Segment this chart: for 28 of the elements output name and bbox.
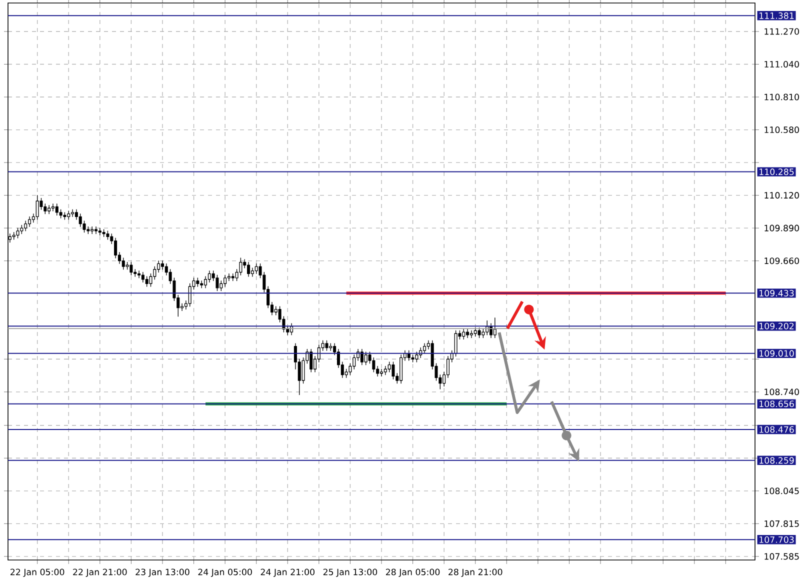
- y-tick-label: 108.045: [764, 488, 799, 494]
- y-tick-label: 107.585: [764, 553, 799, 560]
- ref-line-label: 108.476: [760, 426, 794, 433]
- y-tick-label: 107.815: [764, 520, 799, 527]
- x-tick-label: 28 Jan 05:00: [386, 568, 440, 577]
- x-tick-label: 25 Jan 13:00: [323, 568, 378, 577]
- y-tick-label: 109.890: [764, 224, 799, 232]
- y-tick-label: 111.040: [764, 60, 799, 68]
- x-tick-label: 22 Jan 05:00: [10, 568, 64, 577]
- x-tick-label: 24 Jan 05:00: [198, 568, 252, 577]
- y-tick-label: 111.270: [764, 28, 799, 35]
- ref-line-label: 110.285: [760, 168, 794, 176]
- y-tick-label: 110.580: [764, 126, 799, 134]
- ref-line-label: 111.381: [760, 12, 794, 19]
- ref-line-label: 109.433: [760, 290, 794, 296]
- x-tick-label: 28 Jan 21:00: [448, 568, 502, 577]
- ref-line-label: 108.656: [760, 400, 794, 408]
- x-tick-label: 22 Jan 21:00: [73, 568, 127, 577]
- y-tick-label: 109.660: [764, 258, 799, 264]
- y-tick-label: 110.810: [764, 94, 799, 100]
- ref-line-label: 109.010: [760, 350, 794, 357]
- ref-line-label: 107.703: [760, 536, 794, 543]
- y-tick-label: 110.120: [764, 192, 799, 199]
- x-tick-label: 23 Jan 13:00: [136, 568, 190, 577]
- x-tick-label: 24 Jan 21:00: [260, 568, 314, 577]
- ref-line-label: 109.202: [760, 322, 794, 330]
- ref-line-label: 108.259: [760, 457, 794, 464]
- y-tick-label: 108.740: [764, 388, 799, 396]
